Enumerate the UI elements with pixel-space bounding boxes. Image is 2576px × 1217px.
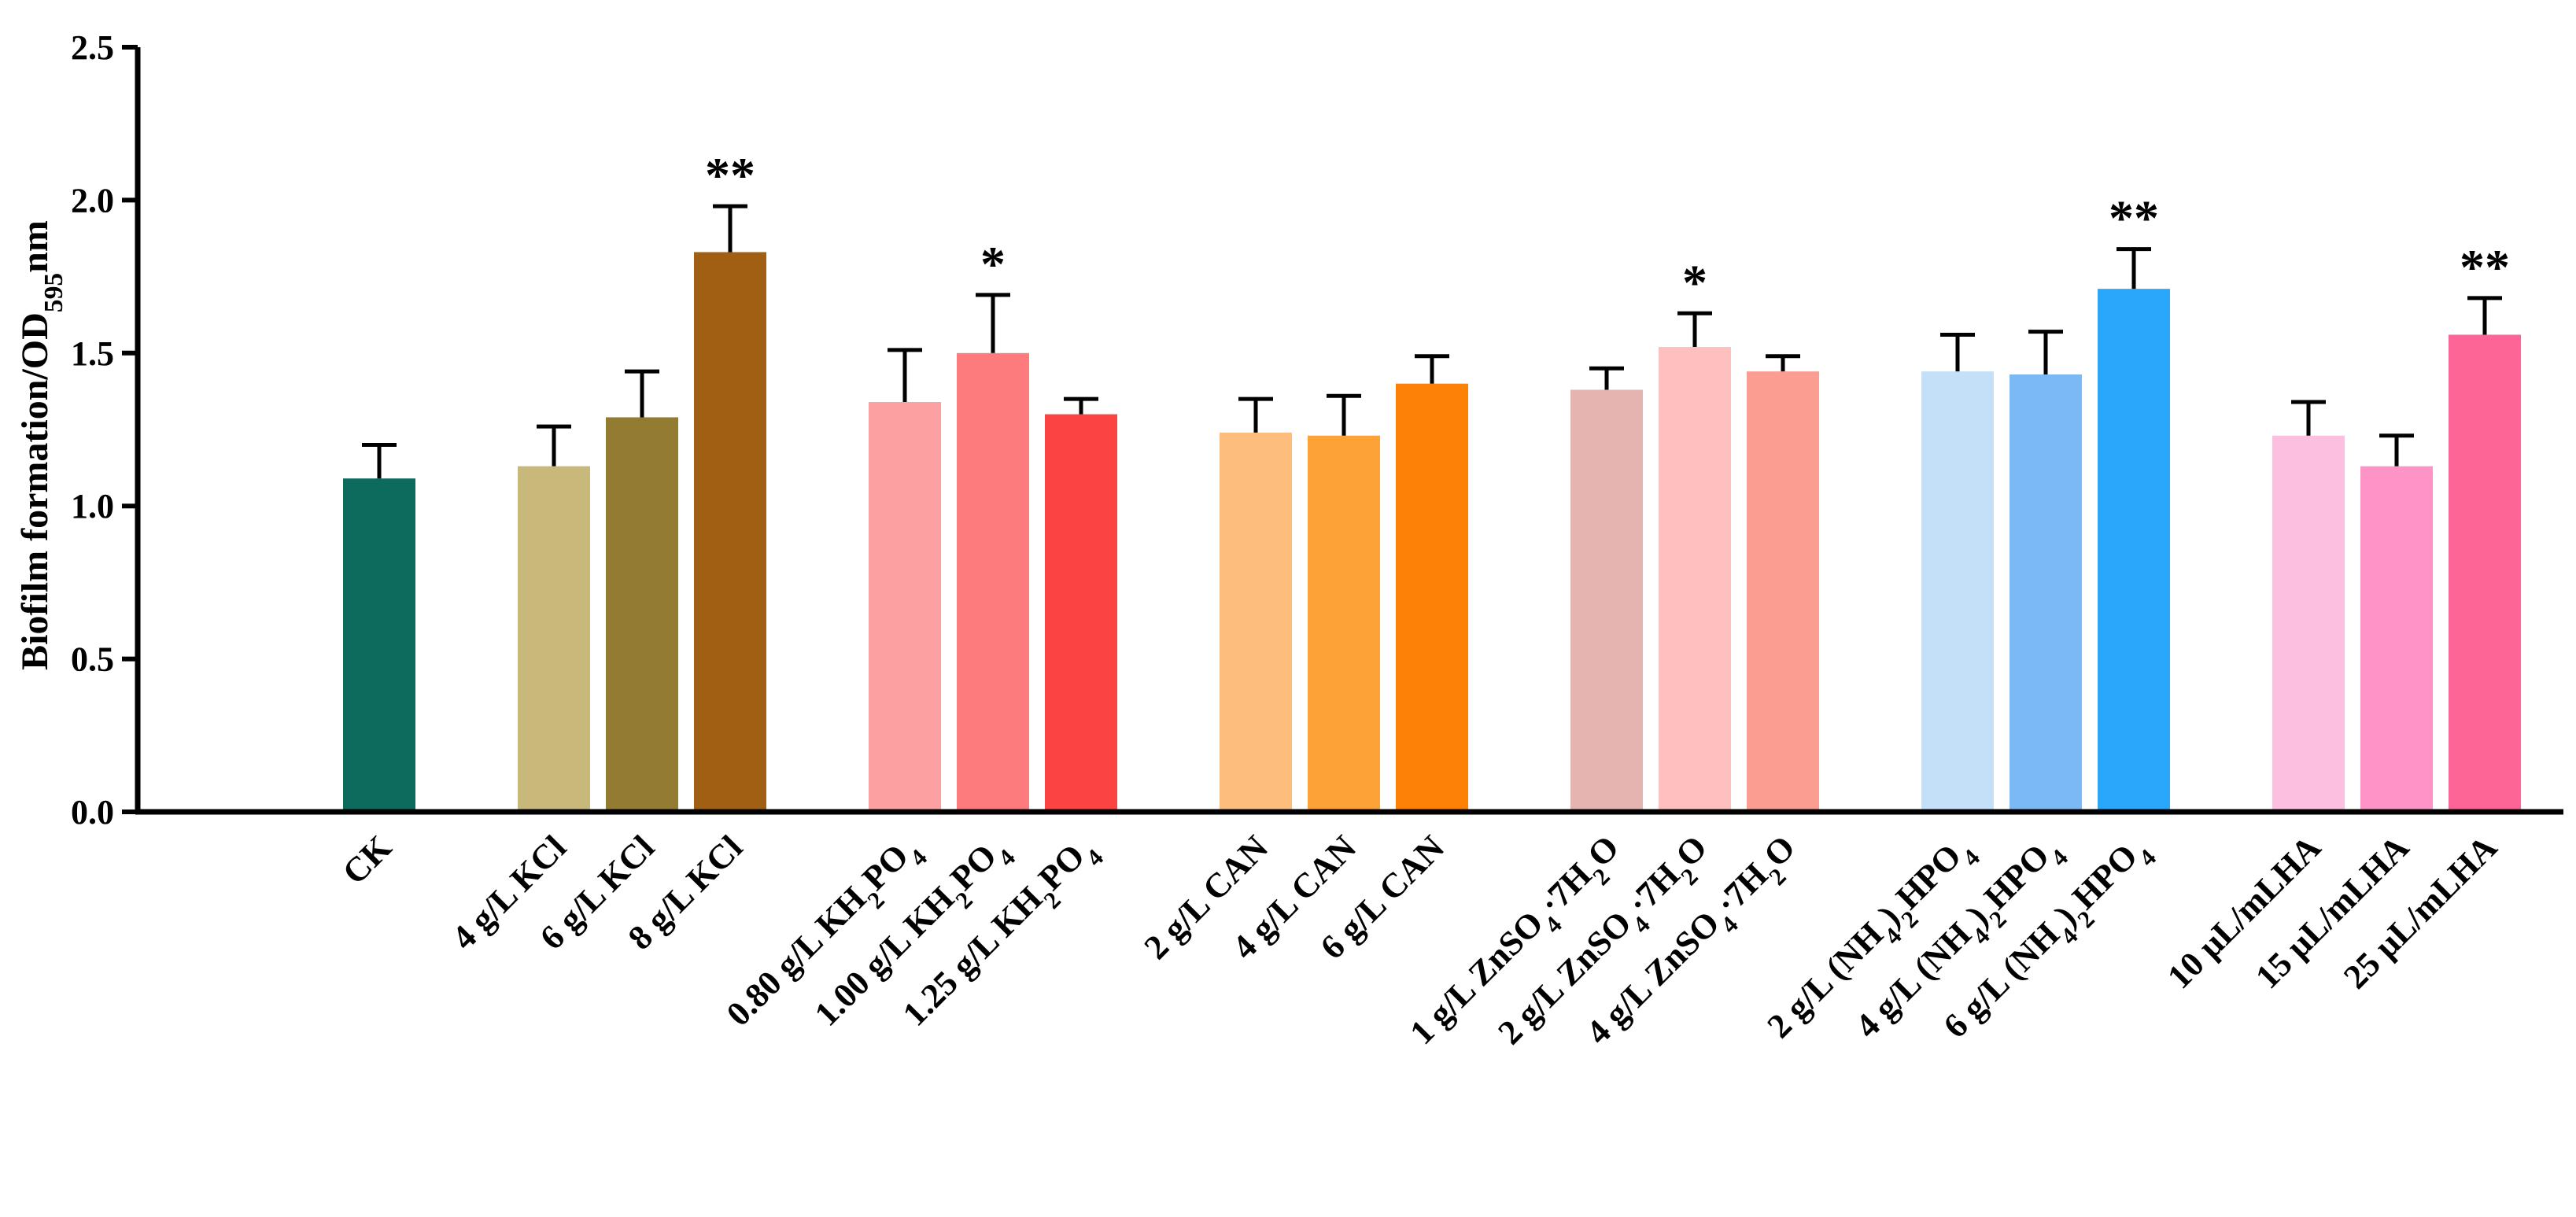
x-tick-label: 15 μL/mLHA (2248, 828, 2416, 996)
bars (343, 252, 2521, 813)
y-tick-label: 1.0 (71, 487, 114, 526)
y-tick-label: 2.0 (71, 181, 114, 219)
significance-label: ** (705, 147, 755, 203)
bar (343, 478, 415, 812)
bar (2449, 334, 2521, 812)
y-axis: 0.0 0.5 1.0 1.5 2.0 2.5 (71, 28, 141, 832)
significance-markers: *** ***** (705, 147, 2510, 310)
bar (1747, 371, 1819, 812)
y-tick-label: 2.5 (71, 28, 114, 67)
y-tick-label: 0.5 (71, 640, 114, 679)
bar (518, 466, 590, 812)
significance-label: * (1682, 254, 1707, 310)
significance-label: ** (2109, 190, 2159, 246)
y-tick-label: 1.5 (71, 334, 114, 373)
bar (606, 417, 678, 812)
bar (869, 402, 941, 812)
bar (2010, 374, 2082, 812)
y-tick-label: 0.0 (71, 793, 114, 832)
x-tick-label: 25 μL/mLHA (2336, 828, 2504, 996)
bar (2272, 435, 2345, 812)
error-bars (362, 204, 2502, 479)
bar (1921, 371, 1994, 812)
bar (1396, 383, 1468, 812)
bar (2098, 289, 2170, 813)
bar (957, 352, 1029, 812)
y-axis-label: Biofilm formation/OD595nm (14, 220, 68, 670)
x-tick-label: CK (335, 828, 399, 891)
bar (1045, 414, 1117, 812)
bar (694, 252, 766, 813)
x-tick-label: 10 μL/mLHA (2160, 828, 2328, 996)
bar (1308, 435, 1380, 812)
bar (1220, 432, 1292, 812)
bar (2360, 466, 2433, 812)
bar (1659, 347, 1731, 812)
bar (1570, 389, 1643, 812)
significance-label: * (980, 236, 1006, 292)
significance-label: ** (2460, 239, 2510, 295)
